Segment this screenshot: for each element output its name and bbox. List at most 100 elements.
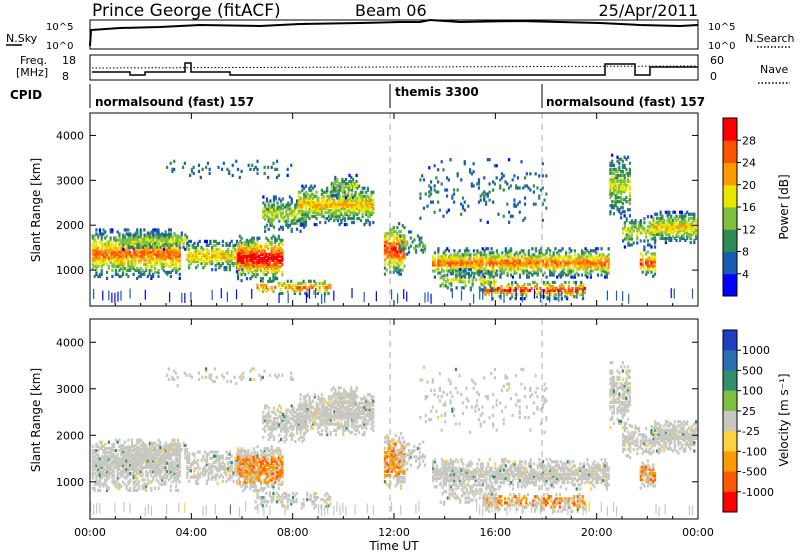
echo-cell [445,194,449,198]
cpid-strip: CPID normalsound (fast) 157 themis 3300 … [10,84,705,109]
echo-cell [390,289,393,300]
echo-cell [100,442,103,446]
echo-cell [399,250,403,254]
echo-cell [313,194,316,198]
echo-cell [427,291,429,302]
echo-cell [493,284,496,289]
echo-cell [691,230,694,235]
echo-cell [252,242,256,246]
echo-cell [93,288,95,299]
echo-cell [272,161,275,165]
echo-cell [129,254,132,258]
echo-cell [459,278,462,282]
echo-cell [97,274,100,279]
echo-cell [164,250,167,254]
echo-cell [433,251,436,255]
echo-cell [98,488,102,492]
echo-cell [505,292,508,297]
echo-cell [105,262,109,266]
echo-cell [100,244,103,248]
echo-cell [281,217,284,221]
echo-cell [299,202,302,206]
echo-cell [293,291,296,296]
echo-cell [127,469,130,474]
echo-cell [299,289,302,294]
echo-cell [400,240,404,244]
echo-cell [195,247,198,252]
echo-cell [463,251,467,255]
echo-cell [621,202,624,206]
echo-cell [334,177,337,182]
echo-cell [383,232,387,236]
echo-cell [173,241,176,245]
echo-cell [268,256,272,261]
echo-cell [623,177,626,182]
echo-cell [565,253,568,257]
echo-cell [500,172,504,176]
echo-cell [134,256,137,260]
echo-cell [334,212,338,217]
echo-cell [100,242,103,246]
echo-cell [518,200,521,204]
echo-cell [453,188,456,192]
echo-cell [228,241,232,246]
echo-cell [313,214,316,219]
echo-cell [100,258,103,262]
echo-cell [93,246,96,250]
echo-cell [540,265,543,269]
echo-cell [574,288,578,293]
echo-cell [259,258,263,263]
echo-cell [483,257,486,261]
echo-cell [236,277,240,281]
echo-cell [188,255,191,260]
echo-cell [329,283,332,287]
echo-cell [301,208,304,213]
echo-cell [245,268,248,273]
echo-cell [485,263,488,267]
echo-cell [540,247,543,251]
echo-cell [107,446,110,451]
echo-cell [394,248,397,252]
echo-cell [95,465,98,469]
echo-cell [111,268,114,272]
echo-cell [113,258,116,262]
echo-cell [573,265,577,269]
echo-cell [114,258,118,262]
echo-cell [228,243,232,248]
echo-cell [462,253,465,257]
echo-cell [453,278,456,282]
echo-cell [677,222,680,226]
echo-cell [586,265,589,269]
echo-cell [478,259,481,263]
echo-cell [178,262,181,266]
echo-cell [687,224,691,228]
echo-cell [689,240,692,245]
echo-cell [573,280,576,285]
echo-cell [238,248,241,252]
echo-cell [288,203,292,207]
echo-cell [541,186,544,190]
echo-cell [196,257,200,262]
echo-cell [472,263,475,267]
echo-cell [171,461,174,465]
echo-cell [171,268,174,272]
echo-cell [261,262,264,267]
echo-cell [114,252,118,256]
echo-cell [307,285,311,290]
echo-cell [462,270,465,274]
echo-cell [453,263,456,267]
echo-cell [534,263,538,267]
echo-cell [148,463,151,467]
echo-cell [664,232,668,237]
echo-cell [274,207,277,211]
echo-cell [621,206,624,210]
echo-cell [392,256,395,260]
echo-cell [175,248,178,252]
echo-cell [484,192,488,196]
echo-cell [155,469,158,474]
echo-cell [97,252,100,256]
echo-cell [320,208,323,213]
echo-cell [127,252,130,256]
echo-cell [646,262,650,266]
echo-cell [95,444,98,449]
